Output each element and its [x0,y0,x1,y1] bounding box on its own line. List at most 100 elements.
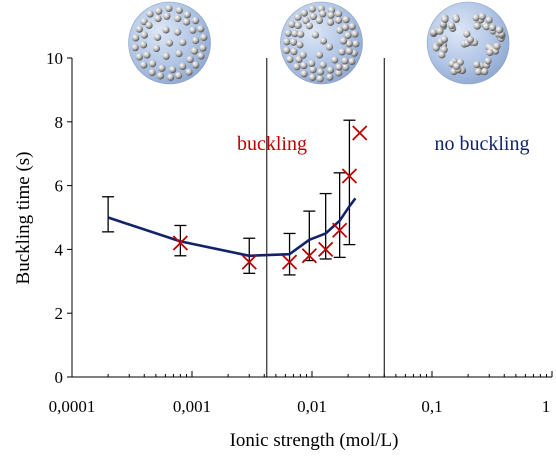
particle-bead [344,31,352,40]
particle-bead [290,48,298,56]
particle-bead [319,37,328,45]
particle-bead [486,48,494,57]
particle-bead [472,14,480,22]
data-point-x-marker [318,241,334,258]
error-bars [102,119,356,276]
particle-bead [189,26,197,34]
y-tick-label: 2 [55,304,64,323]
x-marker-stroke [172,235,189,251]
particle-bead [296,41,304,49]
particle-illustrations [128,1,510,85]
x-marker-stroke [241,254,257,270]
data-point-x-marker [341,168,358,184]
particle-bead [484,57,492,65]
x-marker-stroke [332,222,348,238]
particle-bead [294,13,302,21]
particle-bead [197,25,205,33]
particle-bead [139,41,148,49]
data-point-x-marker [332,222,348,238]
particle-bead [348,22,356,31]
particle-bead [286,55,294,63]
dispersed-particles-sphere [128,1,211,85]
particle-bead [342,16,350,24]
particle-bead [335,63,343,71]
x-tick-label: 0,1 [421,397,442,416]
particle-bead [311,31,320,39]
x-marker-stroke [352,125,368,141]
particle-bead [478,12,486,21]
particle-bead [140,18,148,26]
particle-bead [183,11,191,19]
x-tick-label: 0,001 [173,397,211,416]
particle-bead [327,11,335,19]
particle-bead [495,26,503,34]
y-tick-label: 10 [46,49,63,68]
particle-bead [192,36,200,45]
particle-bead [493,42,501,50]
data-series [107,125,368,270]
particle-bead [169,66,177,74]
y-tick-label: 0 [55,368,64,387]
particle-bead [485,16,493,24]
particle-bead [140,61,148,69]
particle-bead [335,69,343,77]
particle-bead [174,28,182,36]
particle-bead [146,10,154,18]
particle-bead [174,14,182,23]
x-tick-label: 1 [542,397,551,416]
particle-bead [302,17,310,25]
particle-bead [335,10,343,18]
x-marker-stroke [281,254,298,270]
particle-bead [331,56,339,64]
particle-bead [342,63,350,71]
particle-bead [315,51,324,59]
particle-bead [135,53,143,61]
particle-bead [152,44,161,53]
particle-bead [165,39,174,47]
x-marker-stroke [341,168,358,184]
particle-bead [339,37,348,45]
partially-aggregated-sphere [280,1,363,85]
particle-bead [154,33,162,41]
particle-bead [156,72,165,80]
particle-bead [155,7,163,15]
x-axis-title: Ionic strength (mol/L) [230,430,399,451]
particle-bead [326,66,335,74]
particle-bead [341,57,349,65]
buckling-region-label: buckling [237,133,307,155]
particle-bead [453,62,461,70]
region-boundaries [266,58,385,377]
particle-bead [474,68,482,76]
particle-bead [429,28,438,37]
data-point-x-marker [172,235,189,251]
no-buckling-region-label: no buckling [435,133,530,155]
particle-bead [319,10,327,18]
particle-bead [197,52,205,60]
particle-bead [488,23,497,32]
particle-bead [179,62,187,70]
particle-bead [351,30,359,38]
particle-bead [341,23,349,32]
particle-bead [300,61,308,70]
particle-bead [345,47,353,55]
x-marker-stroke [301,248,317,264]
particle-bead [297,30,305,38]
particle-bead [463,30,471,38]
particle-bead [481,67,489,76]
particle-bead [175,49,183,58]
particle-bead [309,12,317,21]
particle-bead [440,35,448,43]
particle-bead [132,34,140,42]
particle-bead [182,18,191,26]
particle-bead [338,48,346,56]
particle-bead [140,31,148,39]
particle-bead [288,20,296,28]
particle-bead [325,43,334,51]
particle-bead [200,33,208,42]
particle-bead [284,29,292,37]
x-tick-label: 0,0001 [49,397,96,416]
x-tick-label: 0,01 [297,397,327,416]
particle-bead [336,26,344,34]
particle-bead [348,57,356,66]
